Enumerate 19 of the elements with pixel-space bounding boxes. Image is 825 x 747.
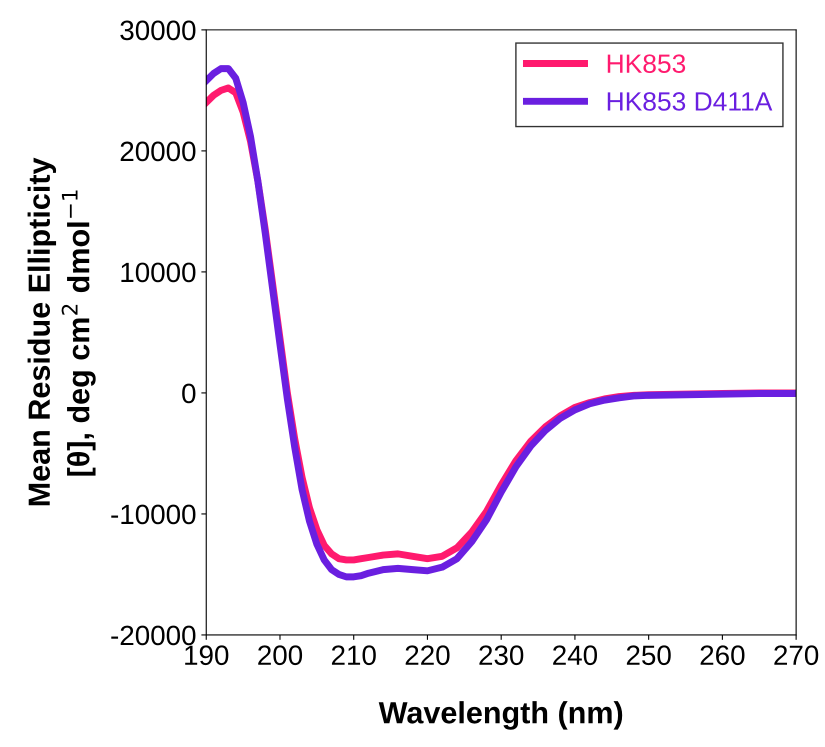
x-tick-label: 230 xyxy=(479,645,524,666)
x-tick-label: 250 xyxy=(626,645,671,666)
y-tick-label: -10000 xyxy=(111,504,196,524)
y-tick-label: 10000 xyxy=(121,262,196,282)
x-tick-label: 220 xyxy=(406,645,450,666)
x-tick-label: 260 xyxy=(700,645,744,666)
y-tick-label: 0 xyxy=(182,384,196,404)
x-tick-label: 210 xyxy=(332,645,376,666)
legend-label: HK853 D411A xyxy=(608,92,772,111)
x-tick-label: 190 xyxy=(185,645,228,666)
y-tick-label: 20000 xyxy=(120,142,196,162)
x-axis-title: Wavelength (nm) xyxy=(378,701,622,730)
x-tick-label: 200 xyxy=(258,645,302,666)
legend-label: HK853 xyxy=(608,54,686,74)
y-axis-title: Mean Residue Ellipticity [θ], deg cm$^{2}$ dmol$^{−1}$ xyxy=(28,158,96,506)
x-tick-label: 240 xyxy=(553,645,598,666)
x-tick-label: 270 xyxy=(774,645,818,666)
y-tick-label: -20000 xyxy=(111,626,196,646)
y-tick-label: 30000 xyxy=(120,20,196,40)
